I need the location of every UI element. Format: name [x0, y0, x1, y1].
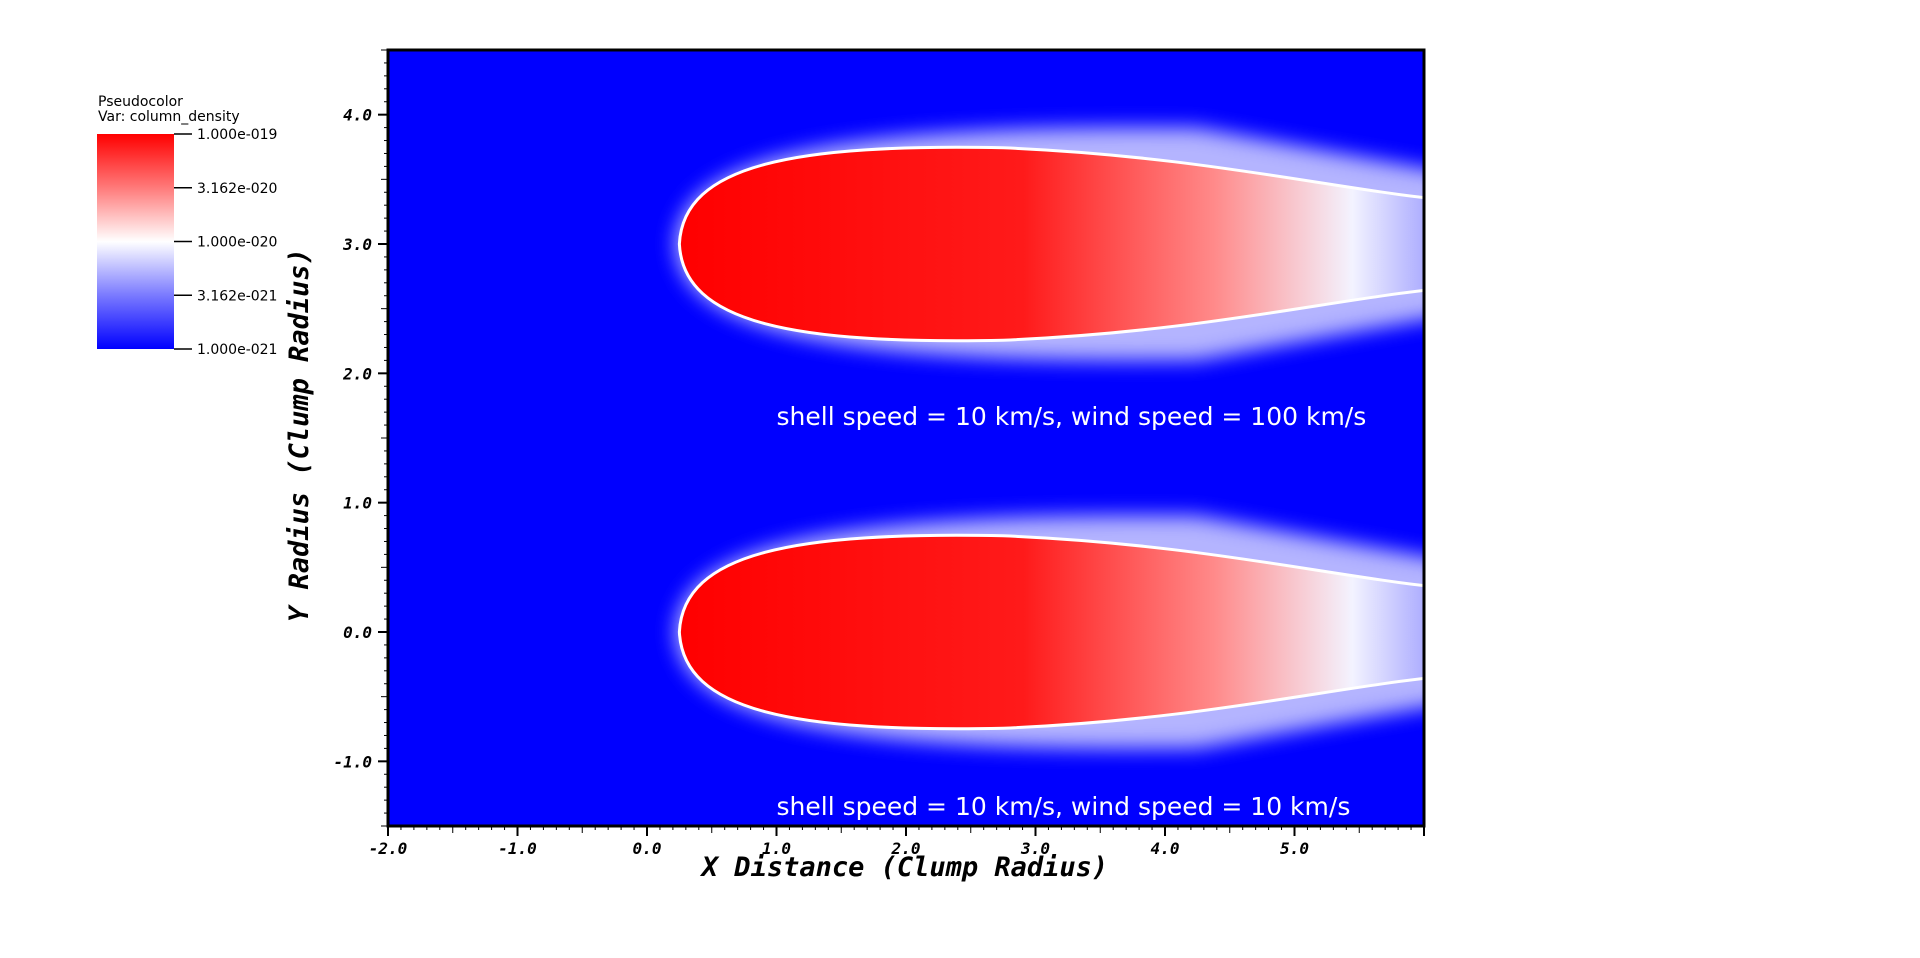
x-tick-label: 1.0 [762, 839, 791, 858]
legend-title: Pseudocolor [98, 94, 183, 110]
y-axis-tick-labels: -1.0 0.0 1.0 2.0 3.0 4.0 [333, 106, 372, 772]
legend-tick-label: 1.000e-021 [197, 342, 277, 358]
y-axis-ticks [378, 49, 388, 827]
x-tick-label: -2.0 [369, 839, 408, 858]
y-tick-label: 1.0 [343, 494, 372, 513]
clump-1 [675, 515, 1424, 749]
x-axis-tick-labels: -2.0 -1.0 0.0 1.0 2.0 3.0 4.0 5.0 [369, 839, 1309, 858]
legend-tick-label: 1.000e-019 [197, 127, 277, 143]
clump-label-1: shell speed = 10 km/s, wind speed = 10 k… [777, 792, 1351, 821]
x-axis-ticks [387, 826, 1425, 836]
annotations: shell speed = 10 km/s, wind speed = 100 … [777, 402, 1367, 821]
y-tick-label: -1.0 [333, 752, 372, 771]
y-tick-label: 0.0 [343, 623, 372, 642]
clumps [675, 127, 1424, 749]
x-tick-label: -1.0 [498, 839, 537, 858]
legend-ticks: 1.000e-019 3.162e-020 1.000e-020 3.162e-021… [174, 127, 277, 358]
legend-tick-label: 3.162e-021 [197, 288, 277, 304]
x-axis-label: X Distance (Clump Radius) [700, 852, 1108, 883]
clump-label-0: shell speed = 10 km/s, wind speed = 100 … [777, 402, 1367, 431]
y-tick-label: 3.0 [342, 235, 372, 254]
legend-variable: Var: column_density [98, 109, 240, 125]
x-tick-label: 2.0 [891, 839, 921, 858]
legend-colorbar [97, 134, 174, 349]
y-tick-label: 2.0 [342, 364, 372, 383]
x-tick-label: 0.0 [633, 839, 662, 858]
legend-tick-label: 3.162e-020 [197, 181, 277, 197]
y-axis-label: Y Radius (Clump Radius) [284, 248, 315, 622]
clump-0 [675, 127, 1424, 361]
y-tick-label: 4.0 [343, 106, 372, 125]
x-tick-label: 3.0 [1020, 839, 1050, 858]
x-tick-label: 4.0 [1151, 839, 1180, 858]
x-tick-label: 5.0 [1280, 839, 1309, 858]
legend-tick-label: 1.000e-020 [197, 235, 277, 251]
